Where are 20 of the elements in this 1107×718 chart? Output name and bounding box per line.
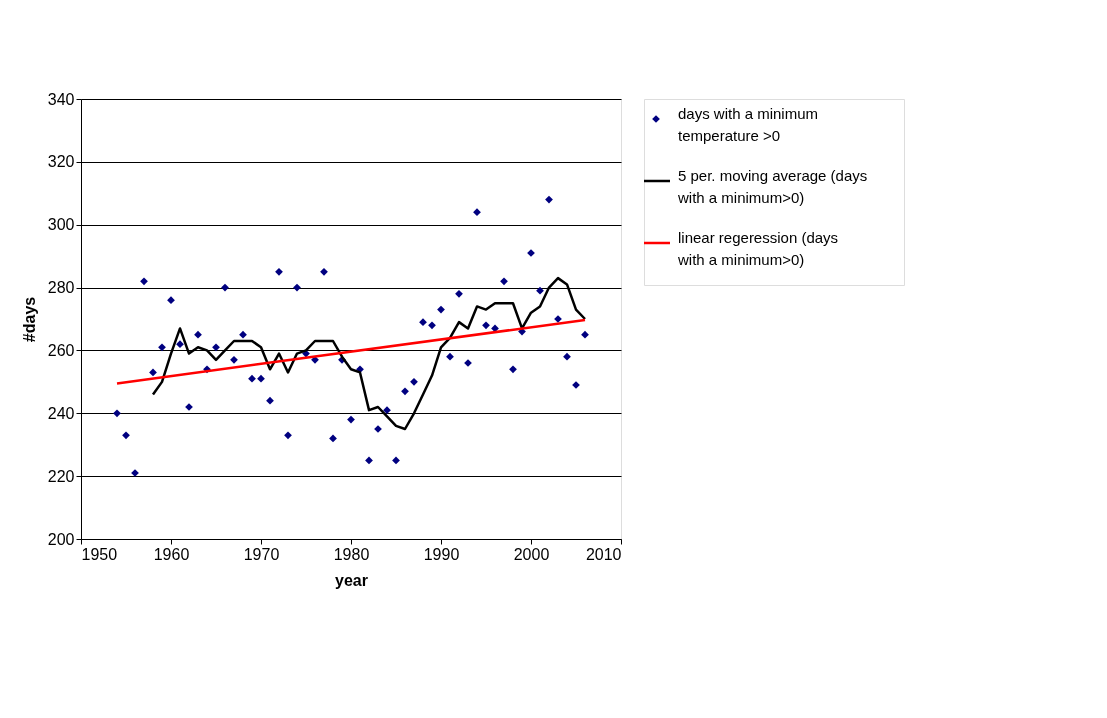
x-tick-label: 1950 (81, 545, 118, 563)
x-tick-label: 1970 (243, 545, 280, 563)
x-tick-label: 2000 (513, 545, 550, 563)
x-tick-label: 2010 (585, 545, 622, 563)
y-tick-label: 220 (47, 467, 75, 485)
x-tick-label: 1980 (333, 545, 370, 563)
x-axis-title: year (335, 571, 368, 589)
y-tick-label: 260 (47, 341, 75, 359)
y-tick-label: 280 (47, 279, 75, 297)
legend-label: days with a minimum temperature >0 (678, 105, 819, 144)
y-axis-title: #days (20, 296, 38, 343)
legend-label: linear regeression (days with a minimum>0) (677, 229, 839, 268)
y-tick-label: 200 (47, 530, 75, 548)
x-tick-label: 1960 (153, 545, 190, 563)
y-tick-label: 300 (47, 216, 75, 234)
y-tick-label: 340 (47, 90, 75, 108)
y-tick-label: 240 (47, 404, 75, 422)
x-tick-label: 1990 (423, 545, 460, 563)
legend-label: 5 per. moving average (days with a minimum>0) (677, 167, 868, 206)
y-tick-label: 320 (47, 153, 75, 171)
